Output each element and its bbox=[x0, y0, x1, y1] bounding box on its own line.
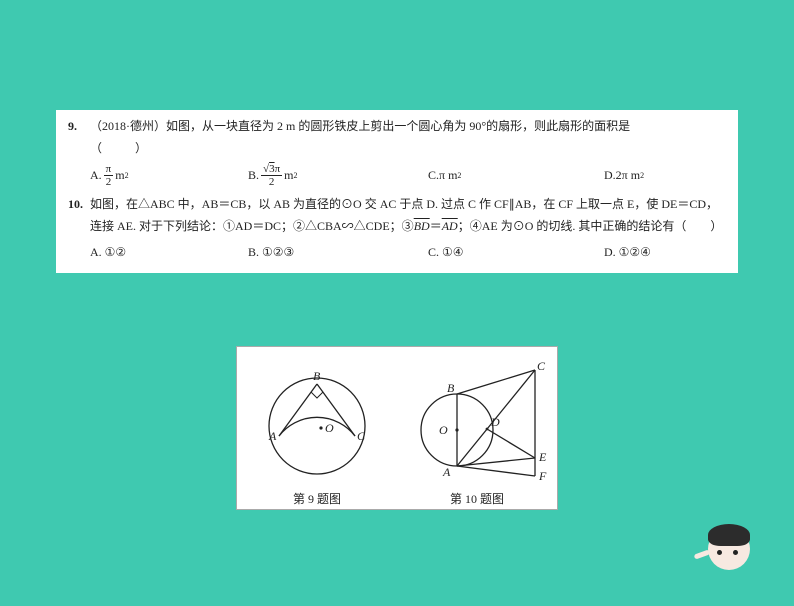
opt-a-prefix: A. bbox=[90, 165, 102, 187]
figure-9-label: 第 9 题图 bbox=[293, 490, 341, 507]
fig9-O: O bbox=[325, 421, 334, 435]
worksheet-page: 9. （2018·德州）如图，从一块直径为 2 m 的圆形铁皮上剪出一个圆心角为… bbox=[56, 110, 738, 273]
opt-b-sup: 2 bbox=[293, 169, 297, 183]
q9-number: 9. bbox=[68, 116, 90, 159]
opt-c-prefix: C. bbox=[428, 165, 439, 187]
figure-10-svg: A B C D E F O bbox=[397, 358, 557, 488]
opt-d-text: 2π m bbox=[616, 165, 640, 187]
cartoon-character bbox=[678, 516, 768, 606]
opt-a-den: 2 bbox=[104, 176, 114, 188]
opt-c-text: π m bbox=[439, 165, 457, 187]
q9-option-b: B. √3π 2 m2 bbox=[248, 163, 428, 188]
cartoon-hair bbox=[708, 524, 750, 546]
opt-b-num: √3π bbox=[261, 163, 282, 176]
fig10-D: D bbox=[490, 415, 500, 429]
q10-option-d: D. ①②④ bbox=[604, 242, 726, 264]
cartoon-eye-right bbox=[733, 550, 738, 555]
opt-a-unit: m bbox=[115, 165, 124, 187]
question-10: 10. 如图，在△ABC 中，AB＝CB，以 AB 为直径的⊙O 交 AC 于点… bbox=[68, 194, 726, 237]
q9-option-c: C. π m2 bbox=[428, 163, 604, 188]
figure-9: A B C O 第 9 题图 bbox=[237, 347, 397, 509]
fig10-E: E bbox=[538, 450, 547, 464]
fig10-C: C bbox=[537, 359, 546, 373]
opt-a-num: π bbox=[104, 163, 114, 176]
cartoon-eye-left bbox=[717, 550, 722, 555]
fig10-F: F bbox=[538, 469, 547, 483]
q10-text: 如图，在△ABC 中，AB＝CB，以 AB 为直径的⊙O 交 AC 于点 D. … bbox=[90, 194, 726, 237]
q9-paren: （ ） bbox=[90, 141, 150, 155]
q10-option-b: B. ①②③ bbox=[248, 242, 428, 264]
q10-eq: ＝ bbox=[430, 219, 442, 233]
figure-10-label: 第 10 题图 bbox=[450, 490, 504, 507]
opt-a-sup: 2 bbox=[125, 169, 129, 183]
fig9-C: C bbox=[357, 429, 366, 443]
q10-arc1: BD bbox=[414, 219, 430, 233]
fig9-B: B bbox=[313, 369, 321, 383]
q10-options: A. ①② B. ①②③ C. ①④ D. ①②④ bbox=[90, 242, 726, 264]
fig10-A: A bbox=[442, 465, 451, 479]
q9-option-d: D. 2π m2 bbox=[604, 163, 726, 188]
q10-option-c: C. ①④ bbox=[428, 242, 604, 264]
q9-body: （2018·德州）如图，从一块直径为 2 m 的圆形铁皮上剪出一个圆心角为 90… bbox=[90, 119, 630, 133]
opt-b-frac: √3π 2 bbox=[261, 163, 282, 188]
opt-b-prefix: B. bbox=[248, 165, 259, 187]
fig9-A: A bbox=[268, 429, 277, 443]
figure-10: A B C D E F O 第 10 题图 bbox=[397, 347, 557, 509]
opt-d-sup: 2 bbox=[640, 169, 644, 183]
figures-panel: A B C O 第 9 题图 A B C D E bbox=[236, 346, 558, 510]
q9-text: （2018·德州）如图，从一块直径为 2 m 的圆形铁皮上剪出一个圆心角为 90… bbox=[90, 116, 726, 159]
q10-body2: ；④AE 为⊙O 的切线. 其中正确的结论有（ ） bbox=[458, 219, 723, 233]
opt-b-den: 2 bbox=[267, 176, 277, 188]
opt-b-num-tail: π bbox=[275, 163, 281, 175]
q10-arc2: AD bbox=[442, 219, 458, 233]
opt-c-sup: 2 bbox=[457, 169, 461, 183]
q9-options: A. π 2 m2 B. √3π 2 m2 C. π m2 D. 2π m2 bbox=[90, 163, 726, 188]
opt-a-frac: π 2 bbox=[104, 163, 114, 188]
question-9: 9. （2018·德州）如图，从一块直径为 2 m 的圆形铁皮上剪出一个圆心角为… bbox=[68, 116, 726, 159]
q10-number: 10. bbox=[68, 194, 90, 237]
opt-d-prefix: D. bbox=[604, 165, 616, 187]
opt-b-unit: m bbox=[284, 165, 293, 187]
q10-option-a: A. ①② bbox=[90, 242, 248, 264]
fig10-B: B bbox=[447, 381, 455, 395]
figure-9-svg: A B C O bbox=[247, 358, 387, 488]
fig10-O: O bbox=[439, 423, 448, 437]
q9-option-a: A. π 2 m2 bbox=[90, 163, 248, 188]
